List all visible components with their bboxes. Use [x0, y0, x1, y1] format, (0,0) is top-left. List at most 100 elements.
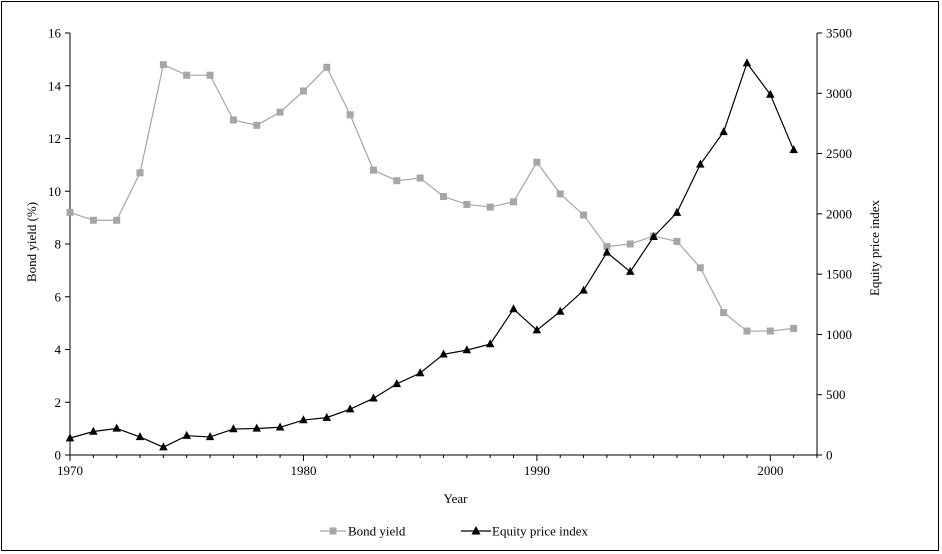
data-point-bond-yield	[206, 71, 214, 79]
left-y-tick-label: 12	[48, 131, 61, 146]
left-y-tick-label: 10	[48, 184, 61, 199]
legend-bond-yield-label: Bond yield	[348, 524, 406, 539]
data-point-bond-yield	[89, 216, 97, 224]
data-point-bond-yield	[463, 200, 471, 208]
legend-bond-yield-marker	[329, 527, 337, 535]
data-point-equity-price-index	[229, 424, 238, 433]
data-point-equity-price-index	[205, 432, 215, 441]
data-point-equity-price-index	[369, 393, 378, 402]
x-axis-title: Year	[444, 491, 469, 506]
left-y-tick-label: 8	[55, 237, 62, 252]
data-point-equity-price-index	[135, 432, 145, 441]
left-y-tick-label: 0	[55, 448, 62, 463]
right-y-tick-label: 1500	[826, 267, 852, 282]
data-point-equity-price-index	[439, 349, 448, 358]
right-y-tick-label: 3000	[826, 86, 852, 101]
data-point-equity-price-index	[345, 404, 355, 413]
right-y-tick-label: 1000	[826, 327, 852, 342]
data-point-bond-yield	[720, 309, 728, 317]
x-tick-label: 2000	[757, 463, 783, 478]
right-y-tick-label: 2500	[826, 146, 852, 161]
data-point-equity-price-index	[485, 339, 495, 348]
left-y-ticks: 0 2 4 6 8 10 12 14 16	[48, 26, 70, 463]
data-point-equity-price-index	[555, 306, 565, 315]
data-point-equity-price-index	[672, 207, 682, 216]
data-point-bond-yield	[510, 198, 518, 206]
left-y-axis-title: Bond yield (%)	[24, 202, 39, 282]
x-tick-label: 1980	[290, 463, 316, 478]
right-y-axis-title: Equity price index	[867, 199, 882, 296]
data-point-bond-yield	[486, 203, 494, 211]
data-point-bond-yield	[393, 177, 401, 185]
data-point-equity-price-index	[719, 127, 728, 136]
legend-equity-price-index-label: Equity price index	[492, 524, 589, 539]
legend-item-equity-price-index: Equity price index	[461, 524, 589, 539]
data-point-bond-yield	[369, 166, 377, 174]
data-point-equity-price-index	[626, 266, 635, 275]
right-y-tick-label: 3500	[826, 26, 852, 41]
data-point-equity-price-index	[415, 368, 425, 377]
data-point-equity-price-index	[602, 247, 612, 256]
data-point-equity-price-index	[299, 415, 308, 424]
data-point-equity-price-index	[322, 412, 332, 421]
left-y-tick-label: 6	[55, 289, 62, 304]
x-tick-label: 1970	[57, 463, 83, 478]
series-equity-price-index	[65, 58, 798, 451]
left-y-tick-label: 2	[55, 395, 62, 410]
series-line-equity-price-index	[69, 61, 795, 448]
axes	[69, 33, 818, 456]
data-point-bond-yield	[113, 216, 121, 224]
data-point-bond-yield	[299, 87, 307, 95]
data-point-equity-price-index	[766, 89, 775, 98]
data-point-bond-yield	[416, 174, 424, 182]
legend-item-bond-yield: Bond yield	[320, 524, 406, 539]
series-layer	[65, 58, 798, 451]
data-point-equity-price-index	[182, 430, 191, 439]
right-y-ticks: 0 500 1000 1500 2000 2500 3000 3500	[817, 26, 852, 463]
data-point-equity-price-index	[275, 422, 285, 431]
right-y-tick-label: 2000	[826, 206, 852, 221]
data-point-equity-price-index	[462, 345, 472, 354]
data-point-bond-yield	[766, 327, 774, 335]
data-point-equity-price-index	[65, 433, 75, 442]
data-point-equity-price-index	[532, 325, 542, 334]
data-point-equity-price-index	[159, 442, 168, 451]
data-point-bond-yield	[626, 240, 634, 248]
data-point-equity-price-index	[696, 159, 705, 168]
legend: Bond yield Equity price index	[320, 524, 589, 539]
data-point-bond-yield	[696, 264, 704, 272]
data-point-bond-yield	[253, 121, 261, 129]
x-ticks: 1970 1980 1990 2000	[57, 455, 818, 478]
x-tick-label: 1990	[524, 463, 550, 478]
data-point-bond-yield	[743, 327, 751, 335]
data-point-equity-price-index	[649, 231, 658, 240]
data-point-bond-yield	[276, 108, 284, 116]
data-point-bond-yield	[603, 243, 611, 251]
data-point-bond-yield	[136, 169, 144, 177]
data-point-equity-price-index	[579, 285, 588, 294]
data-point-bond-yield	[159, 61, 167, 69]
data-point-equity-price-index	[89, 426, 98, 435]
right-y-tick-label: 0	[826, 448, 833, 463]
legend-equity-price-index-marker	[471, 526, 481, 535]
left-y-tick-label: 14	[48, 78, 62, 93]
data-point-equity-price-index	[742, 58, 752, 67]
data-point-bond-yield	[440, 193, 447, 201]
data-point-equity-price-index	[789, 145, 798, 154]
left-y-tick-label: 16	[48, 26, 62, 41]
data-point-bond-yield	[229, 116, 237, 124]
data-point-equity-price-index	[509, 304, 518, 313]
data-point-equity-price-index	[252, 423, 261, 432]
right-y-tick-label: 500	[826, 387, 846, 402]
data-point-bond-yield	[580, 211, 588, 219]
data-point-bond-yield	[183, 71, 191, 79]
series-line-bond-yield	[69, 63, 794, 332]
data-point-bond-yield	[556, 190, 564, 198]
series-bond-yield	[66, 61, 798, 335]
data-point-bond-yield	[790, 324, 798, 332]
data-point-bond-yield	[323, 63, 331, 71]
data-point-bond-yield	[533, 158, 541, 166]
data-point-bond-yield	[346, 111, 354, 119]
data-point-equity-price-index	[392, 379, 402, 388]
